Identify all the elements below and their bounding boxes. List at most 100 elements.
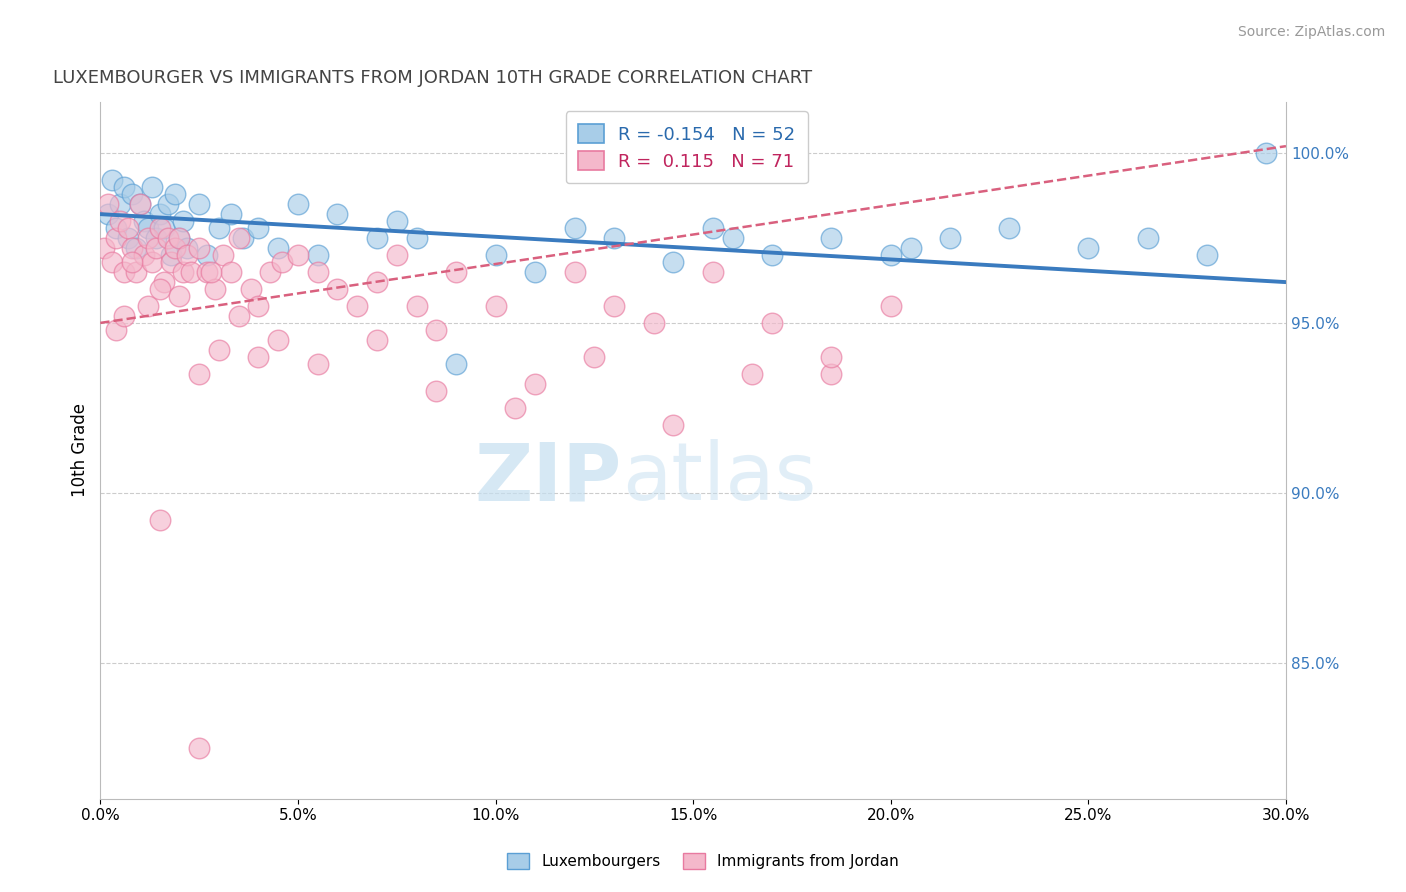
Point — [880, 248, 903, 262]
Point — [267, 241, 290, 255]
Point — [228, 309, 250, 323]
Point — [326, 207, 349, 221]
Point — [152, 275, 174, 289]
Point — [208, 343, 231, 357]
Point — [366, 231, 388, 245]
Legend: Luxembourgers, Immigrants from Jordan: Luxembourgers, Immigrants from Jordan — [502, 847, 904, 875]
Point — [136, 220, 159, 235]
Point — [105, 220, 128, 235]
Point — [101, 173, 124, 187]
Point — [247, 350, 270, 364]
Point — [169, 289, 191, 303]
Point — [125, 265, 148, 279]
Point — [149, 220, 172, 235]
Point — [169, 231, 191, 245]
Point — [820, 350, 842, 364]
Point — [484, 248, 506, 262]
Point — [247, 220, 270, 235]
Text: ZIP: ZIP — [475, 439, 621, 517]
Point — [702, 220, 724, 235]
Point — [136, 231, 159, 245]
Point — [204, 282, 226, 296]
Point — [97, 197, 120, 211]
Point — [188, 740, 211, 755]
Point — [160, 248, 183, 262]
Point — [149, 513, 172, 527]
Point — [287, 248, 309, 262]
Point — [141, 254, 163, 268]
Point — [200, 265, 222, 279]
Point — [1136, 231, 1159, 245]
Legend: R = -0.154   N = 52, R =  0.115   N = 71: R = -0.154 N = 52, R = 0.115 N = 71 — [565, 111, 808, 183]
Point — [880, 299, 903, 313]
Point — [128, 197, 150, 211]
Point — [425, 384, 447, 398]
Point — [900, 241, 922, 255]
Point — [112, 309, 135, 323]
Point — [136, 299, 159, 313]
Point — [247, 299, 270, 313]
Point — [121, 186, 143, 201]
Text: atlas: atlas — [621, 439, 817, 517]
Point — [219, 207, 242, 221]
Point — [121, 254, 143, 268]
Point — [101, 254, 124, 268]
Point — [188, 367, 211, 381]
Point — [721, 231, 744, 245]
Point — [564, 265, 586, 279]
Point — [108, 197, 131, 211]
Point — [1256, 145, 1278, 160]
Point — [117, 231, 139, 245]
Point — [643, 316, 665, 330]
Point — [132, 214, 155, 228]
Point — [195, 265, 218, 279]
Point — [741, 367, 763, 381]
Point — [108, 214, 131, 228]
Point — [326, 282, 349, 296]
Point — [603, 231, 626, 245]
Point — [287, 197, 309, 211]
Point — [208, 220, 231, 235]
Point — [761, 316, 783, 330]
Point — [405, 299, 427, 313]
Point — [385, 248, 408, 262]
Point — [152, 220, 174, 235]
Point — [662, 417, 685, 432]
Point — [165, 186, 187, 201]
Point — [141, 180, 163, 194]
Point — [259, 265, 281, 279]
Point — [405, 231, 427, 245]
Point — [939, 231, 962, 245]
Point — [228, 231, 250, 245]
Point — [188, 197, 211, 211]
Point — [128, 197, 150, 211]
Point — [484, 299, 506, 313]
Text: LUXEMBOURGER VS IMMIGRANTS FROM JORDAN 10TH GRADE CORRELATION CHART: LUXEMBOURGER VS IMMIGRANTS FROM JORDAN 1… — [53, 69, 813, 87]
Point — [112, 265, 135, 279]
Point — [176, 241, 198, 255]
Point — [160, 254, 183, 268]
Point — [132, 248, 155, 262]
Point — [998, 220, 1021, 235]
Point — [172, 214, 194, 228]
Point — [195, 248, 218, 262]
Point — [149, 282, 172, 296]
Point — [172, 265, 194, 279]
Point — [239, 282, 262, 296]
Point — [307, 248, 329, 262]
Text: Source: ZipAtlas.com: Source: ZipAtlas.com — [1237, 25, 1385, 39]
Point — [188, 241, 211, 255]
Point — [444, 265, 467, 279]
Point — [583, 350, 606, 364]
Point — [149, 207, 172, 221]
Point — [820, 231, 842, 245]
Point — [145, 231, 167, 245]
Point — [444, 357, 467, 371]
Point — [145, 241, 167, 255]
Point — [820, 367, 842, 381]
Point — [505, 401, 527, 415]
Point — [165, 241, 187, 255]
Point — [121, 241, 143, 255]
Point — [232, 231, 254, 245]
Point — [271, 254, 294, 268]
